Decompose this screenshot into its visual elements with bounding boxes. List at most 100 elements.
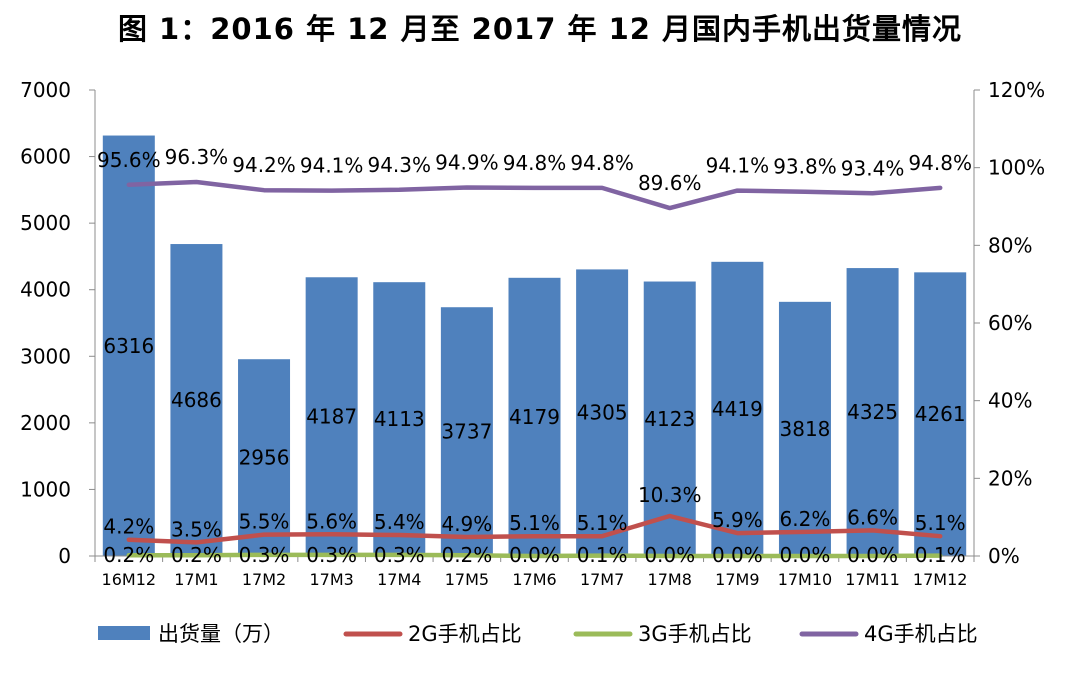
left-tick-label: 7000 [20, 78, 71, 102]
lines-layer [126, 179, 943, 559]
line-value-label: 0.3% [239, 543, 290, 567]
bar-value-label: 4187 [306, 405, 357, 429]
line-value-label: 0.1% [577, 543, 628, 567]
bar-value-label: 4261 [915, 402, 966, 426]
x-tick-label: 17M11 [845, 570, 900, 589]
left-tick-label: 2000 [20, 411, 71, 435]
line-value-label: 0.0% [644, 543, 695, 567]
line-value-label: 0.0% [780, 543, 831, 567]
line-value-label: 6.6% [847, 505, 898, 529]
legend-label: 出货量（万） [158, 622, 284, 646]
legend-label: 4G手机占比 [864, 622, 978, 646]
right-tick-label: 120% [988, 78, 1045, 102]
bar-value-label: 3818 [780, 417, 831, 441]
x-tick-label: 17M3 [309, 570, 353, 589]
bar [778, 301, 831, 556]
bar-value-label: 6316 [103, 334, 154, 358]
x-tick-label: 17M2 [242, 570, 286, 589]
left-tick-label: 1000 [20, 477, 71, 501]
bar-value-label: 3737 [441, 420, 492, 444]
x-tick-label: 17M6 [512, 570, 556, 589]
right-tick-label: 40% [988, 389, 1032, 413]
bar-value-label: 4419 [712, 397, 763, 421]
bar-value-label: 4123 [644, 407, 695, 431]
bar-value-label: 4686 [171, 388, 222, 412]
bar [508, 277, 561, 556]
line-value-label: 94.1% [706, 154, 770, 178]
x-tick-label: 17M12 [913, 570, 968, 589]
line-value-label: 10.3% [638, 483, 702, 507]
line-value-label: 3.5% [171, 517, 222, 541]
x-tick-label: 17M1 [174, 570, 218, 589]
line-value-label: 0.0% [847, 543, 898, 567]
chart-title: 图 1：2016 年 12 月至 2017 年 12 月国内手机出货量情况 [117, 12, 963, 46]
left-tick-label: 5000 [20, 211, 71, 235]
right-tick-label: 0% [988, 544, 1020, 568]
line-value-label: 5.9% [712, 508, 763, 532]
right-tick-label: 80% [988, 233, 1032, 257]
x-tick-label: 17M10 [778, 570, 833, 589]
bar-value-label: 4305 [577, 401, 628, 425]
series-line [126, 552, 943, 559]
bar [170, 244, 223, 557]
bar [711, 261, 764, 556]
line-value-label: 5.5% [239, 510, 290, 534]
bar [914, 272, 967, 556]
line-value-label: 4.2% [103, 515, 154, 539]
line-value-label: 94.8% [570, 151, 634, 175]
bar [846, 268, 899, 556]
line-value-label: 5.6% [306, 509, 357, 533]
right-tick-label: 100% [988, 156, 1045, 180]
bar-value-label: 2956 [239, 446, 290, 470]
line-value-label: 4.9% [441, 512, 492, 536]
line-value-label: 0.0% [712, 543, 763, 567]
series-line [126, 513, 943, 545]
data-labels-layer: 6316 4686 2956 4187 4113 3737 4179 4305 4123 4419… [97, 145, 972, 567]
line-value-label: 93.8% [773, 155, 837, 179]
x-tick-label: 16M12 [102, 570, 157, 589]
line-value-label: 95.6% [97, 148, 161, 172]
line-value-label: 89.6% [638, 171, 702, 195]
left-tick-label: 3000 [20, 344, 71, 368]
left-tick-label: 0 [58, 544, 71, 568]
line-value-label: 0.2% [171, 543, 222, 567]
line-value-label: 0.2% [103, 543, 154, 567]
legend-swatch-bar [98, 626, 150, 640]
line-value-label: 5.1% [577, 511, 628, 535]
line-value-label: 0.3% [374, 543, 425, 567]
line-value-label: 5.1% [915, 511, 966, 535]
line-value-label: 94.1% [300, 154, 364, 178]
left-tick-label: 6000 [20, 145, 71, 169]
line-value-label: 5.1% [509, 511, 560, 535]
line-value-label: 93.4% [841, 156, 905, 180]
bar-value-label: 4113 [374, 407, 425, 431]
line-value-label: 0.0% [509, 543, 560, 567]
x-tick-label: 17M9 [715, 570, 759, 589]
legend: 出货量（万） 2G手机占比 3G手机占比 4G手机占比 [98, 622, 978, 646]
left-tick-label: 4000 [20, 278, 71, 302]
line-value-label: 96.3% [165, 145, 229, 169]
bar [373, 282, 426, 556]
line-value-label: 0.3% [306, 543, 357, 567]
line-value-label: 94.9% [435, 150, 499, 174]
bar-value-label: 4179 [509, 405, 560, 429]
bar [238, 359, 291, 556]
bar-value-label: 4325 [847, 400, 898, 424]
line-value-label: 94.2% [232, 153, 296, 177]
x-tick-label: 17M5 [445, 570, 489, 589]
bars-layer [102, 135, 967, 557]
line-value-label: 94.8% [908, 151, 972, 175]
x-tick-label: 17M8 [648, 570, 692, 589]
line-value-label: 94.3% [367, 153, 431, 177]
line-value-label: 94.8% [503, 151, 567, 175]
x-tick-label: 17M7 [580, 570, 624, 589]
right-tick-label: 60% [988, 311, 1032, 335]
legend-label: 3G手机占比 [638, 622, 752, 646]
bar [305, 277, 358, 556]
line-value-label: 6.2% [780, 507, 831, 531]
series-line [126, 179, 943, 211]
bar [102, 135, 155, 556]
line-value-label: 0.1% [915, 543, 966, 567]
line-value-label: 0.2% [441, 543, 492, 567]
